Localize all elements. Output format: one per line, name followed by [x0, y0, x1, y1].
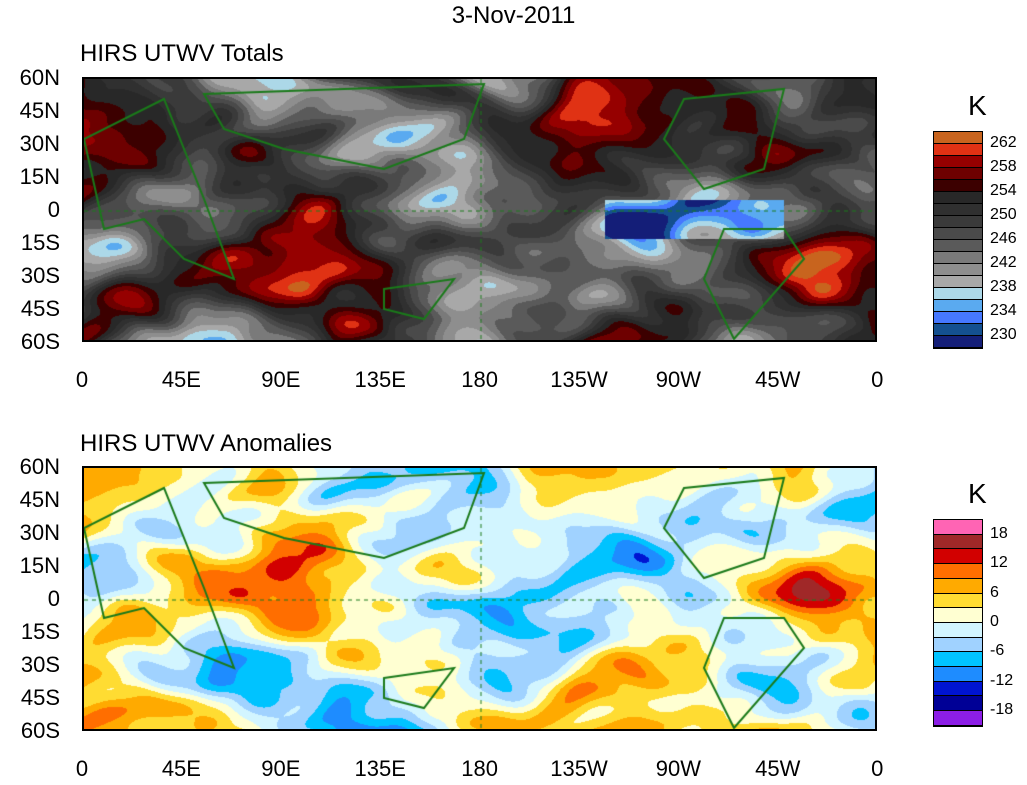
x-tick-label: 90E	[261, 756, 301, 781]
x-tick-label: 135E	[354, 367, 406, 392]
colorbar-box	[934, 264, 982, 276]
y-tick-label: 15N	[19, 164, 60, 189]
x-tick-label: 135E	[354, 756, 406, 781]
x-tick-label: 0	[75, 756, 89, 781]
colorbar-tick-label: 250	[990, 206, 1017, 223]
colorbar-tick-label: 18	[990, 524, 1008, 542]
x-tick-label: 0	[871, 367, 884, 392]
y-tick-label: 45S	[20, 685, 60, 710]
colorbar-anomalies	[933, 519, 983, 727]
colorbar-box	[934, 534, 982, 550]
colorbar-tick-label: 234	[990, 302, 1017, 319]
colorbar-totals	[933, 131, 983, 349]
colorbar-box	[934, 652, 982, 668]
x-tick-label: 90E	[261, 367, 301, 392]
colorbar-box	[934, 228, 982, 240]
x-tick-label: 180	[461, 367, 498, 392]
colorbar-box	[934, 252, 982, 264]
y-tick-label: 0	[47, 586, 60, 611]
colorbar-box	[934, 608, 982, 623]
colorbar-box	[934, 622, 982, 638]
x-tick-label: 45W	[755, 756, 801, 781]
colorbar-box	[934, 711, 982, 726]
x-tick-label: 45E	[161, 367, 201, 392]
colorbar-box	[934, 240, 982, 252]
y-tick-label: 30S	[20, 263, 60, 288]
panel-title-totals: HIRS UTWV Totals	[80, 40, 284, 67]
y-tick-label: 0	[47, 197, 60, 222]
colorbar-box	[934, 216, 982, 228]
colorbar-tick-label: -18	[990, 701, 1014, 719]
colorbar-box	[934, 593, 982, 609]
colorbar-box	[934, 336, 982, 348]
figure-title: 3-Nov-2011	[451, 2, 576, 29]
colorbar-box	[934, 156, 982, 168]
colorbar-box	[934, 578, 982, 594]
colorbar-box	[934, 180, 982, 192]
y-tick-label: 60S	[20, 329, 60, 354]
colorbar-box	[934, 520, 982, 535]
colorbar-box	[934, 144, 982, 156]
y-tick-label: 60N	[19, 454, 60, 479]
colorbar-box	[934, 288, 982, 300]
x-tick-label: 90W	[655, 756, 702, 781]
x-tick-label: 45W	[755, 367, 801, 392]
y-tick-label: 45S	[20, 296, 60, 321]
y-tick-label: 60S	[20, 718, 60, 743]
colorbar-box	[934, 696, 982, 712]
panel-title-anomalies: HIRS UTWV Anomalies	[80, 430, 333, 457]
colorbar-tick-label: 230	[990, 326, 1017, 343]
colorbar-box	[934, 168, 982, 180]
x-tick-label: 180	[461, 756, 498, 781]
x-tick-label: 0	[75, 367, 89, 392]
colorbar-tick-label: -6	[990, 642, 1005, 660]
colorbar-box	[934, 324, 982, 336]
y-tick-label: 15N	[19, 553, 60, 578]
y-tick-label: 60N	[19, 65, 60, 90]
colorbar-box	[934, 667, 982, 682]
colorbar-tick-label: 254	[990, 182, 1017, 199]
colorbar-tick-label: 0	[990, 613, 999, 630]
totals-map	[82, 77, 877, 342]
colorbar-tick-label: 246	[990, 230, 1017, 247]
colorbar-box	[934, 312, 982, 324]
y-tick-label: 30N	[19, 520, 60, 545]
colorbar-tick-label: 258	[990, 158, 1017, 175]
y-tick-label: 30N	[19, 131, 60, 156]
x-tick-label: 135W	[550, 367, 608, 392]
y-tick-label: 30S	[20, 652, 60, 677]
colorbar-unit-anomalies: K	[968, 478, 987, 509]
y-tick-label: 45N	[19, 98, 60, 123]
anomalies-map	[82, 466, 877, 731]
x-tick-label: 90W	[655, 367, 702, 392]
x-tick-label: 135W	[550, 756, 608, 781]
colorbar-tick-label: 238	[990, 278, 1017, 295]
colorbar-tick-label: 262	[990, 134, 1017, 151]
colorbar-box	[934, 549, 982, 565]
colorbar-box	[934, 564, 982, 579]
colorbar-box	[934, 681, 982, 697]
colorbar-unit-totals: K	[968, 90, 987, 121]
y-tick-label: 15S	[20, 619, 60, 644]
colorbar-tick-label: 242	[990, 254, 1017, 271]
colorbar-tick-label: 6	[990, 583, 999, 601]
y-tick-label: 45N	[19, 487, 60, 512]
colorbar-box	[934, 132, 982, 144]
colorbar-box	[934, 637, 982, 653]
colorbar-box	[934, 300, 982, 312]
colorbar-tick-label: -12	[990, 671, 1014, 689]
colorbar-box	[934, 204, 982, 216]
x-tick-label: 45E	[161, 756, 201, 781]
colorbar-box	[934, 276, 982, 288]
colorbar-box	[934, 192, 982, 204]
y-tick-label: 15S	[20, 230, 60, 255]
colorbar-tick-label: 12	[990, 554, 1008, 572]
x-tick-label: 0	[871, 756, 884, 781]
